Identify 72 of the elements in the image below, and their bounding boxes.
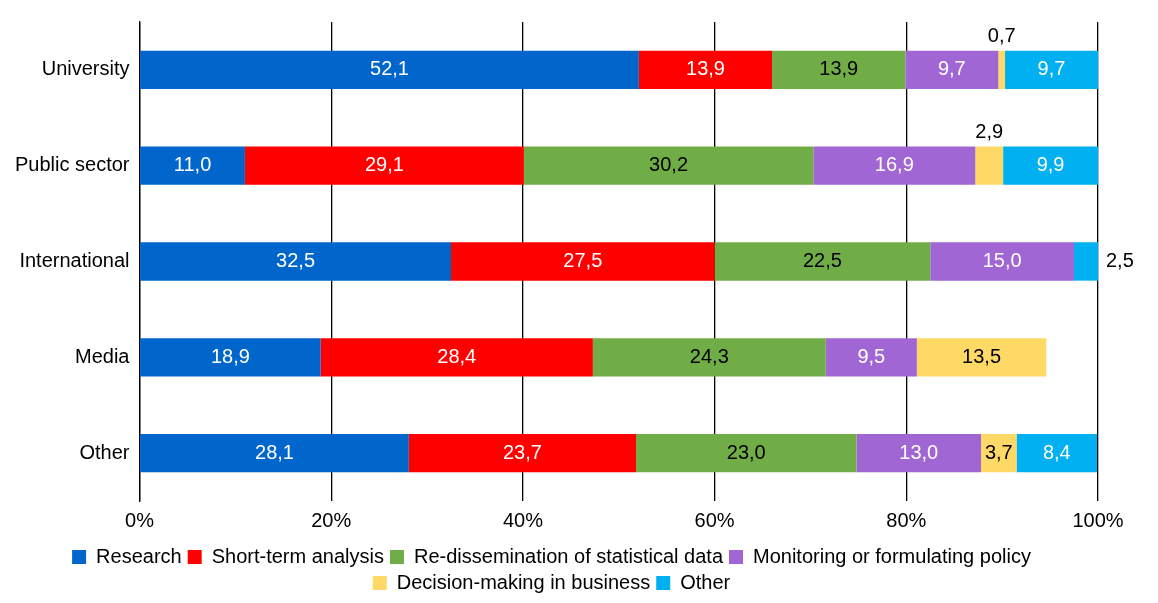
bar bbox=[140, 50, 639, 90]
data-label: 0,7 bbox=[987, 24, 1016, 47]
legend-label: Short-term analysis bbox=[211, 544, 384, 567]
bar bbox=[523, 146, 814, 185]
bar bbox=[1003, 146, 1098, 185]
data-label: 16,9 bbox=[874, 153, 914, 176]
data-label: 22,5 bbox=[802, 249, 842, 272]
legend-label: Re-dissemination of statistical data bbox=[413, 544, 724, 567]
data-label: 13,5 bbox=[962, 344, 1002, 367]
y-tick-label: Media bbox=[75, 344, 131, 367]
bar bbox=[1005, 50, 1098, 90]
data-label: 15,0 bbox=[982, 249, 1022, 272]
data-label: 29,1 bbox=[364, 153, 404, 176]
x-tick-label: 20% bbox=[311, 508, 352, 531]
x-tick-label: 60% bbox=[694, 508, 735, 531]
data-label: 32,5 bbox=[276, 249, 316, 272]
bar bbox=[140, 338, 321, 377]
y-tick-label: International bbox=[19, 249, 130, 272]
bar bbox=[408, 433, 636, 473]
data-label: 24,3 bbox=[689, 344, 729, 367]
data-label: 8,4 bbox=[1042, 440, 1071, 463]
data-label: 13,0 bbox=[899, 440, 939, 463]
legend-label: Decision-making in business bbox=[396, 570, 651, 593]
data-label: 3,7 bbox=[984, 440, 1013, 463]
data-label: 9,9 bbox=[1036, 153, 1065, 176]
x-tick-label: 0% bbox=[125, 508, 155, 531]
data-label: 13,9 bbox=[819, 57, 859, 80]
bar bbox=[636, 433, 857, 473]
y-tick-label: University bbox=[41, 57, 130, 80]
data-label: 30,2 bbox=[649, 153, 689, 176]
y-tick-label: Other bbox=[79, 440, 130, 463]
bar bbox=[825, 338, 917, 377]
bar bbox=[320, 338, 593, 377]
legend-label: Research bbox=[96, 544, 182, 567]
bar bbox=[592, 338, 826, 377]
y-tick-label: Public sector bbox=[14, 153, 130, 176]
bar bbox=[975, 146, 1004, 185]
bar bbox=[813, 146, 976, 185]
bar bbox=[714, 242, 931, 281]
bar bbox=[1074, 242, 1098, 281]
bar bbox=[772, 50, 906, 90]
bar bbox=[140, 242, 452, 281]
data-label: 18,9 bbox=[210, 344, 250, 367]
bar bbox=[905, 50, 999, 90]
bar bbox=[638, 50, 773, 90]
data-label: 23,7 bbox=[502, 440, 542, 463]
x-tick-label: 80% bbox=[886, 508, 927, 531]
bar bbox=[244, 146, 524, 185]
data-label: 9,7 bbox=[937, 57, 966, 80]
data-label: 11,0 bbox=[173, 153, 212, 176]
data-label: 23,0 bbox=[726, 440, 766, 463]
data-label: 13,9 bbox=[686, 57, 725, 80]
bar bbox=[140, 433, 409, 473]
data-label: 52,1 bbox=[370, 57, 409, 80]
data-label: 2,5 bbox=[1106, 249, 1134, 272]
bar bbox=[916, 338, 1047, 377]
x-tick-label: 40% bbox=[502, 508, 544, 531]
legend-label: Other bbox=[680, 570, 731, 593]
bar bbox=[998, 50, 1006, 90]
bar bbox=[1016, 433, 1098, 473]
data-label: 9,5 bbox=[857, 344, 886, 367]
data-label: 9,7 bbox=[1037, 57, 1066, 80]
data-label: 28,1 bbox=[255, 440, 294, 463]
data-label: 2,9 bbox=[975, 120, 1004, 143]
bar bbox=[856, 433, 982, 473]
bar bbox=[451, 242, 715, 281]
data-label: 27,5 bbox=[563, 249, 603, 272]
x-tick-label: 100% bbox=[1072, 508, 1124, 531]
bar bbox=[930, 242, 1075, 281]
data-label: 28,4 bbox=[437, 344, 477, 367]
legend-label: Monitoring or formulating policy bbox=[753, 544, 1031, 567]
bar bbox=[140, 146, 245, 185]
